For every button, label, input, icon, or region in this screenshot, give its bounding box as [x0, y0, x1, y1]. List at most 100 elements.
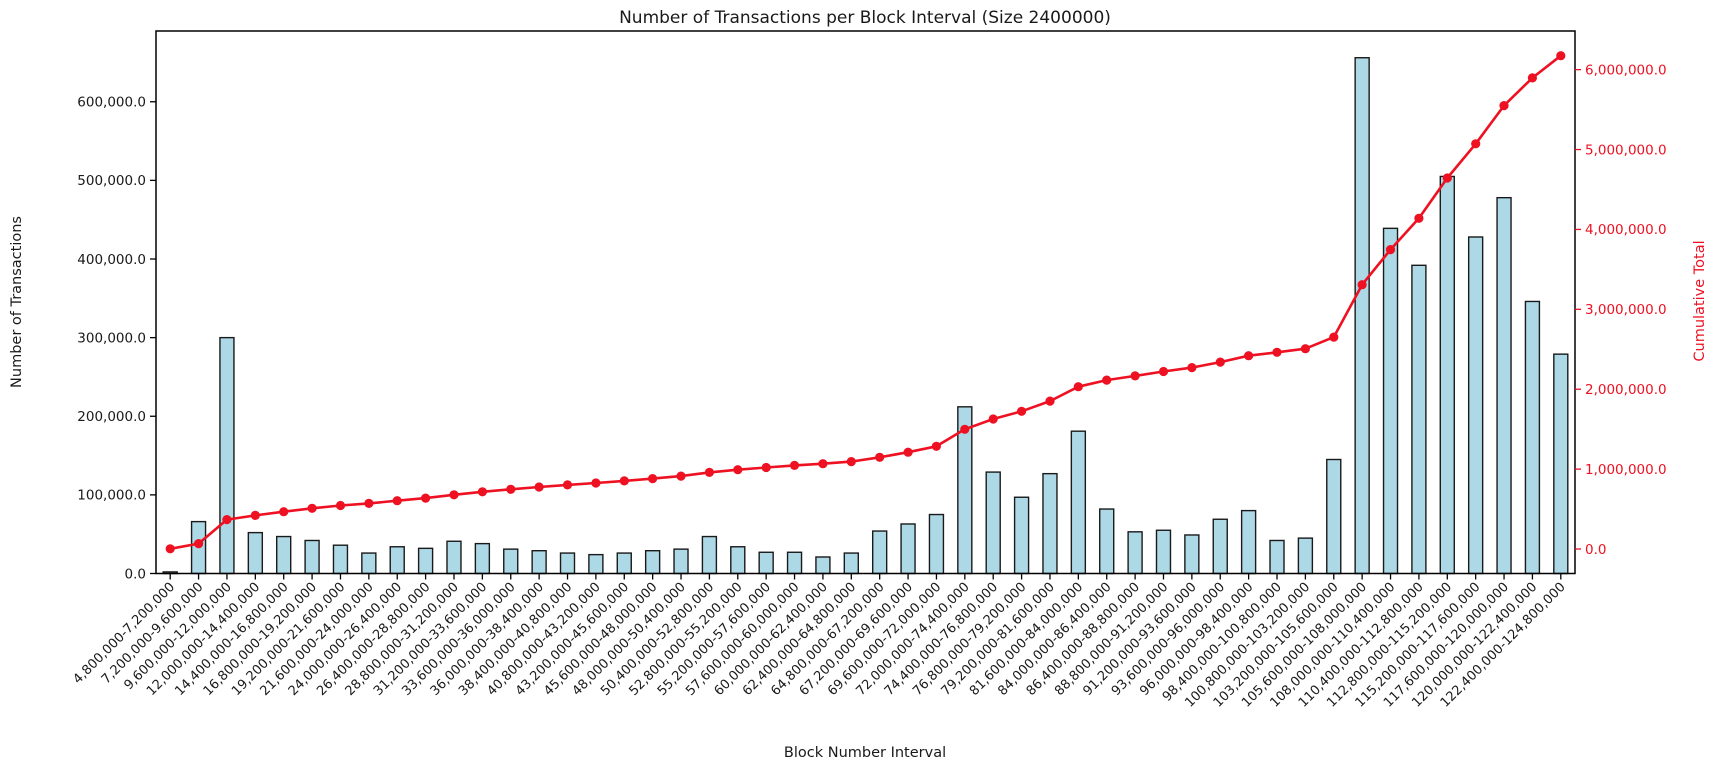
bar — [730, 546, 746, 575]
cumulative-point — [1414, 213, 1424, 223]
bar — [1354, 57, 1370, 575]
cumulative-point — [1471, 139, 1481, 149]
bar — [1240, 509, 1257, 575]
bar — [304, 539, 320, 575]
cumulative-point — [704, 467, 715, 477]
cumulative-point — [761, 462, 771, 473]
tick-labels-group: 0.0 100,000.0 200,000.0 300,000.0 400,000.0 5… — [71, 62, 1667, 710]
cumulative-point — [279, 507, 289, 517]
bar — [1411, 264, 1427, 575]
bar — [332, 544, 349, 575]
bar — [786, 551, 803, 575]
bar — [1070, 430, 1087, 575]
bar — [1326, 458, 1342, 575]
bar — [1439, 175, 1455, 575]
cumulative-point — [1300, 344, 1310, 354]
bar — [361, 552, 377, 575]
cumulative-point — [1215, 357, 1225, 367]
plot-border — [155, 30, 1576, 575]
cumulative-point — [335, 500, 346, 511]
bar — [985, 471, 1001, 575]
bar — [900, 523, 916, 575]
bar — [1099, 508, 1115, 575]
chart-title: Number of Transactions per Block Interva… — [619, 8, 1111, 28]
right-tick-label: 4,000,000.0 — [1585, 222, 1667, 238]
bar — [446, 540, 462, 575]
cumulative-point — [307, 503, 317, 513]
bar — [389, 546, 405, 575]
cumulative-point — [846, 457, 856, 467]
bar — [1042, 472, 1058, 575]
bar — [247, 531, 264, 575]
cumulative-point — [1527, 73, 1537, 83]
cumulative-point — [222, 515, 232, 525]
bar — [1212, 518, 1228, 575]
cumulative-point — [619, 476, 629, 486]
bar — [1553, 353, 1569, 575]
bar — [1155, 529, 1172, 575]
cumulative-point — [1158, 366, 1169, 377]
left-tick-label: 100,000.0 — [77, 488, 146, 504]
bar — [1496, 196, 1512, 575]
cumulative-point — [1102, 375, 1112, 385]
cumulative-point — [1442, 173, 1452, 183]
bar — [276, 535, 292, 575]
left-tick-label: 200,000.0 — [77, 409, 146, 425]
bar — [1524, 300, 1541, 575]
cumulative-point — [1045, 396, 1055, 406]
cumulative-point — [1385, 245, 1396, 255]
left-tick-label: 300,000.0 — [77, 330, 146, 346]
bar — [758, 551, 774, 575]
axes-group — [150, 30, 1581, 580]
cumulative-line — [169, 54, 1562, 551]
cumulative-point — [931, 441, 942, 451]
cumulative-point — [903, 447, 913, 457]
cumulative-point — [591, 478, 601, 488]
cumulative-point — [1244, 351, 1254, 361]
cumulative-point — [506, 484, 516, 494]
bar — [531, 550, 547, 575]
x-axis-title: Block Number Interval — [784, 745, 946, 761]
left-tick-label: 0.0 — [125, 566, 146, 582]
cumulative-point — [477, 487, 487, 497]
right-tick-label: 6,000,000.0 — [1585, 62, 1667, 78]
bar — [1297, 537, 1314, 575]
bar — [1269, 539, 1285, 575]
cumulative-point — [449, 490, 459, 500]
cumulative-point — [818, 459, 828, 469]
cumulative-point — [648, 474, 658, 484]
right-tick-label: 5,000,000.0 — [1585, 142, 1667, 158]
bar — [701, 535, 718, 575]
cumulative-point — [1329, 332, 1339, 342]
cumulative-point — [421, 493, 431, 503]
cumulative-point — [1073, 382, 1083, 392]
cumulative-point — [165, 544, 175, 554]
cumulative-point — [1499, 101, 1509, 111]
bar — [1013, 496, 1030, 575]
bar — [1127, 531, 1143, 575]
right-tick-label: 3,000,000.0 — [1585, 302, 1667, 318]
bar — [928, 513, 945, 575]
bar — [417, 547, 434, 575]
bar — [644, 550, 661, 575]
bar — [588, 553, 604, 575]
cumulative-point — [1556, 51, 1566, 61]
bar — [1184, 534, 1200, 575]
bar — [503, 548, 519, 575]
cumulative-point — [988, 414, 998, 424]
right-tick-label: 2,000,000.0 — [1585, 382, 1667, 398]
right-y-axis-title: Cumulative Total — [1692, 240, 1708, 361]
left-tick-label: 500,000.0 — [77, 173, 146, 189]
bar — [474, 542, 491, 575]
bar — [1467, 236, 1484, 575]
bars-group — [162, 57, 1569, 575]
cumulative-point — [194, 539, 204, 549]
cumulative-point — [1017, 406, 1027, 416]
bar — [815, 556, 831, 575]
bar — [616, 552, 632, 575]
left-y-axis-title: Number of Transactions — [9, 216, 25, 388]
bar — [219, 336, 235, 575]
cumulative-point — [676, 471, 686, 481]
